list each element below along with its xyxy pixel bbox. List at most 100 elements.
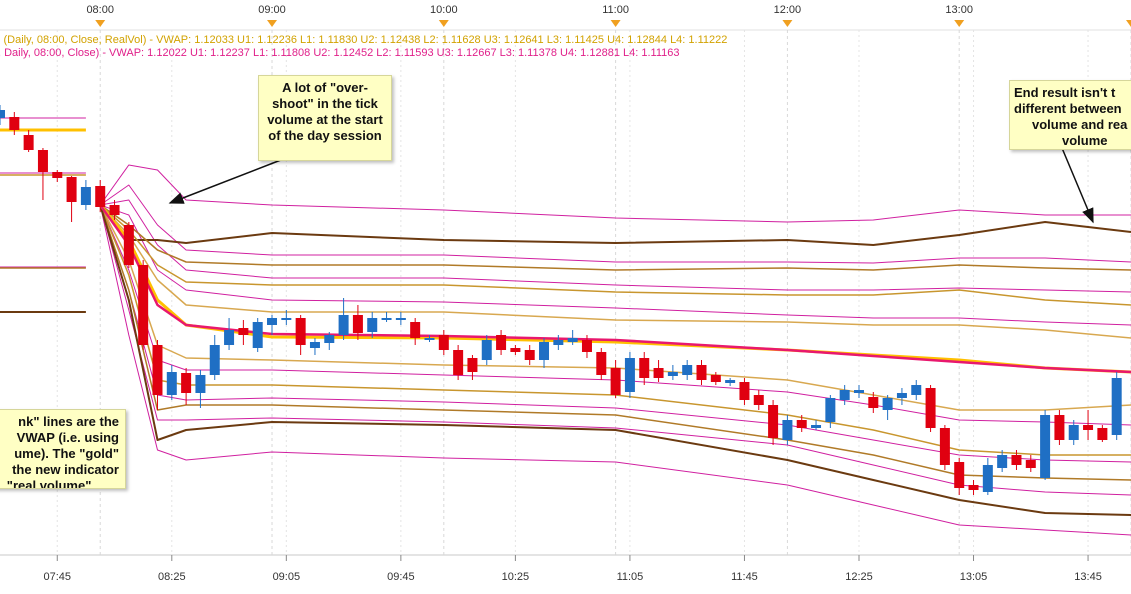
candle-body xyxy=(267,318,278,325)
legend-line: l (Daily, 08:00, Close, RealVol) - VWAP:… xyxy=(0,34,727,46)
candle-body xyxy=(80,187,91,205)
candle-body xyxy=(66,177,77,202)
tick-marker xyxy=(1126,20,1131,27)
candle-body xyxy=(138,265,149,345)
candle-body xyxy=(52,172,63,178)
candle-body xyxy=(682,365,693,375)
annotation-text: volume xyxy=(1062,133,1108,148)
annotation-text: volume at the start xyxy=(267,112,383,127)
candle-body xyxy=(753,395,764,405)
candle-body xyxy=(768,405,779,438)
annotation-text: volume and rea xyxy=(1032,117,1128,132)
candle-body xyxy=(9,117,20,130)
annotation-text: ume). The "gold" xyxy=(14,446,119,461)
x-tick-label: 07:45 xyxy=(44,571,72,583)
candle-body xyxy=(438,335,449,350)
candle-body xyxy=(725,380,736,383)
x-tick-label-top: 10:00 xyxy=(430,4,458,16)
candle-body xyxy=(553,340,564,345)
candle-body xyxy=(95,186,106,207)
tick-marker xyxy=(95,20,106,27)
annotation-text: "real volume". xyxy=(6,478,95,489)
candle-body xyxy=(896,393,907,398)
candle-body xyxy=(882,398,893,410)
candle-body xyxy=(868,397,879,408)
candle-body xyxy=(467,358,478,372)
x-tick-label: 12:25 xyxy=(845,571,873,583)
annotation-text: different between xyxy=(1014,101,1122,116)
indicator-line xyxy=(99,204,1131,339)
annotation: nk" lines are the VWAP (i.e. using ume).… xyxy=(0,409,126,489)
candle-body xyxy=(1025,460,1036,468)
indicator-line xyxy=(99,184,1131,264)
candle-body xyxy=(581,340,592,352)
x-tick-label-top: 11:00 xyxy=(602,4,629,16)
indicator-line xyxy=(100,204,1131,326)
x-tick-label-top: 08:00 xyxy=(86,4,114,16)
indicator-line xyxy=(99,204,1131,374)
x-tick-label-top: 09:00 xyxy=(258,4,286,16)
candles xyxy=(0,105,1122,495)
candle-body xyxy=(324,335,335,343)
indicator-line xyxy=(100,199,1131,293)
legend-line: , Daily, 08:00, Close) - VWAP: 1.12022 U… xyxy=(0,47,679,59)
candle-body xyxy=(1011,455,1022,465)
candle-body xyxy=(123,225,134,265)
indicator-line xyxy=(99,204,1131,246)
candle-body xyxy=(639,358,650,378)
x-tick-label: 13:45 xyxy=(1074,571,1102,583)
candle-body xyxy=(997,455,1008,468)
candle-body xyxy=(1111,378,1122,435)
annotation-text: VWAP (i.e. using xyxy=(16,430,119,445)
candle-body xyxy=(982,465,993,492)
candle-body xyxy=(453,350,464,375)
indicator-lines xyxy=(0,117,1131,536)
annotation-text: the new indicator xyxy=(12,462,119,477)
x-tick-label: 09:45 xyxy=(387,571,415,583)
candle-body xyxy=(367,318,378,332)
candle-body xyxy=(796,420,807,428)
candle-body xyxy=(37,150,48,172)
annotation: End result isn't t different between vol… xyxy=(1009,80,1131,150)
candle-body xyxy=(481,340,492,360)
candle-body xyxy=(496,335,507,350)
candle-body xyxy=(539,342,550,360)
annotation-text: shoot" in the tick xyxy=(272,96,378,111)
candle-body xyxy=(195,375,206,393)
candle-body xyxy=(152,345,163,395)
candle-body xyxy=(696,365,707,380)
indicator-line xyxy=(99,204,1131,536)
indicator-line xyxy=(99,204,1131,306)
candle-body xyxy=(1054,415,1065,440)
candle-body xyxy=(567,338,578,342)
candle-body xyxy=(667,372,678,376)
candle-body xyxy=(739,382,750,400)
candle-body xyxy=(1097,428,1108,440)
candle-body xyxy=(524,350,535,360)
candle-body xyxy=(1083,425,1094,430)
x-tick-label: 13:05 xyxy=(960,571,988,583)
candle-body xyxy=(825,398,836,422)
candle-body xyxy=(939,428,950,465)
candle-body xyxy=(209,345,220,375)
candle-body xyxy=(1040,415,1051,478)
tick-marker xyxy=(438,20,449,27)
annotation-arrow xyxy=(1061,147,1094,224)
candle-body xyxy=(610,368,621,395)
candle-body xyxy=(710,375,721,382)
indicator-line xyxy=(99,164,1131,223)
candle-body xyxy=(510,348,521,352)
candle-body xyxy=(653,368,664,378)
candle-body xyxy=(424,338,435,340)
x-tick-label: 11:45 xyxy=(731,571,758,583)
x-tick-label-top: 13:00 xyxy=(945,4,973,16)
annotation-text: A lot of "over- xyxy=(282,80,368,95)
candle-body xyxy=(224,330,235,345)
annotation-text: End result isn't t xyxy=(1014,85,1116,100)
annotation-text: nk" lines are the xyxy=(18,414,119,429)
candle-body xyxy=(295,318,306,345)
candle-body xyxy=(109,205,120,215)
tick-marker xyxy=(267,20,278,27)
candle-body xyxy=(381,318,392,320)
